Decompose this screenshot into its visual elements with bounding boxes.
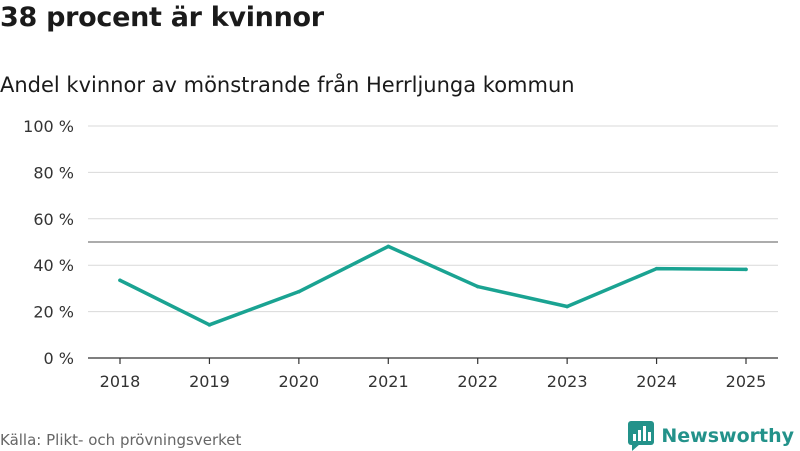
series-line — [118, 244, 748, 327]
x-tick-label: 2021 — [368, 372, 409, 391]
x-tick-label: 2019 — [189, 372, 230, 391]
y-tick-label: 80 % — [33, 163, 74, 182]
x-tick-label: 2018 — [100, 372, 141, 391]
bar-chart-speech-bubble-icon — [628, 421, 655, 451]
data-point — [386, 244, 391, 249]
x-tick-label: 2023 — [547, 372, 588, 391]
y-tick-label: 0 % — [44, 349, 74, 368]
x-tick-label: 2024 — [636, 372, 677, 391]
data-point — [744, 267, 748, 272]
x-tick-label: 2025 — [726, 372, 767, 391]
brand-name: Newsworthy — [661, 425, 794, 447]
data-point — [118, 278, 122, 283]
y-tick-label: 40 % — [33, 256, 74, 275]
y-tick-label: 60 % — [33, 210, 74, 229]
data-point — [565, 304, 569, 309]
data-point — [207, 323, 212, 327]
x-tick-label: 2022 — [457, 372, 498, 391]
data-point — [297, 289, 301, 294]
data-point — [475, 284, 480, 289]
y-tick-label: 20 % — [33, 303, 74, 322]
x-tick-label: 2020 — [278, 372, 319, 391]
y-axis-tick-labels: 0 % 20 % 40 % 60 % 80 % 100 % — [23, 117, 74, 368]
chart-subtitle: Andel kvinnor av mönstrande från Herrlju… — [0, 73, 575, 97]
source-note: Källa: Plikt- och prövningsverket — [0, 431, 242, 449]
data-point — [654, 266, 659, 271]
y-tick-label: 100 % — [23, 117, 74, 136]
series-layer — [118, 244, 748, 327]
grid-lines — [88, 125, 778, 313]
brand-logo: Newsworthy — [628, 421, 794, 451]
chart-title: 38 procent är kvinnor — [0, 2, 324, 33]
x-axis-ticks: 2018 2019 2020 2021 2022 2023 2024 2025 — [100, 358, 767, 391]
